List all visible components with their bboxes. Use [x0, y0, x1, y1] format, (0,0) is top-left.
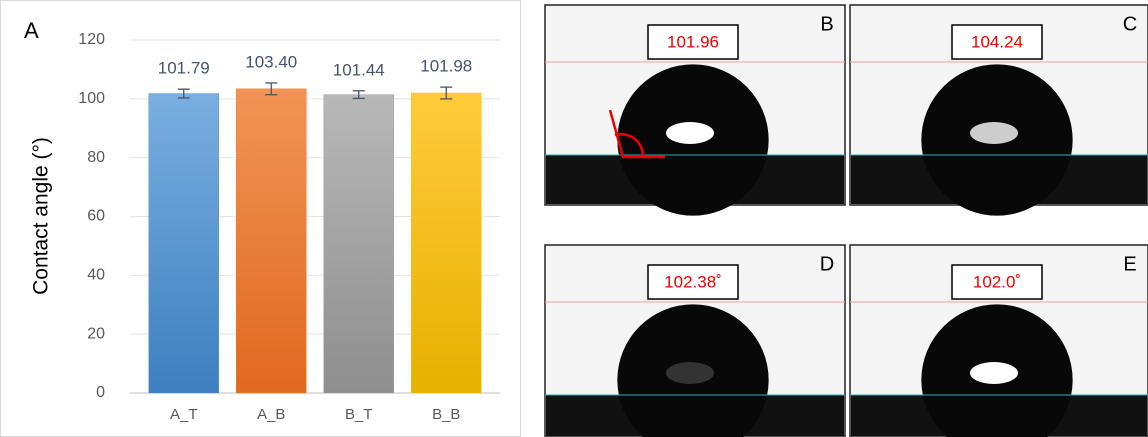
bar [236, 88, 307, 394]
x-tick-label: B_T [345, 406, 373, 423]
x-tick-label: A_B [257, 406, 285, 423]
y-tick-label: 40 [87, 267, 105, 284]
highlight [666, 362, 714, 384]
angle-value: 102.38˚ [664, 272, 722, 291]
value-label: 101.98 [420, 57, 472, 76]
y-axis-label: Contact angle (°) [30, 137, 53, 295]
y-tick-label: 60 [87, 208, 105, 225]
angle-box [951, 24, 1043, 60]
panel-label: C [1123, 13, 1137, 35]
panel-label: A [24, 18, 39, 43]
angle-value: 101.96 [667, 32, 719, 51]
highlight [970, 122, 1018, 144]
angle-value: 104.24 [971, 32, 1023, 51]
error-bar [177, 88, 190, 99]
bar [411, 92, 482, 394]
error-bar [440, 86, 453, 100]
angle-marker [608, 109, 665, 159]
panel-label: B [820, 13, 833, 35]
y-tick-label: 80 [87, 149, 105, 166]
angle-value: 102.0˚ [973, 272, 1021, 291]
highlight [666, 122, 714, 144]
y-tick-label: 20 [87, 325, 105, 342]
y-tick-label: 100 [78, 90, 105, 107]
value-label: 101.44 [333, 60, 385, 79]
bar [323, 94, 394, 394]
x-tick-label: A_T [170, 406, 198, 423]
angle-box [951, 264, 1043, 300]
y-tick-label: 120 [78, 31, 105, 48]
highlight [970, 362, 1018, 384]
angle-box [647, 264, 739, 300]
error-bar [265, 82, 278, 96]
value-label: 103.40 [245, 52, 297, 71]
angle-box [647, 24, 739, 60]
x-tick-label: B_B [432, 406, 460, 423]
value-label: 101.79 [158, 59, 210, 78]
panel-label: D [820, 253, 834, 275]
panel-label: E [1123, 253, 1136, 275]
error-bar [352, 90, 365, 100]
y-tick-label: 0 [96, 384, 105, 401]
bar [148, 93, 219, 394]
